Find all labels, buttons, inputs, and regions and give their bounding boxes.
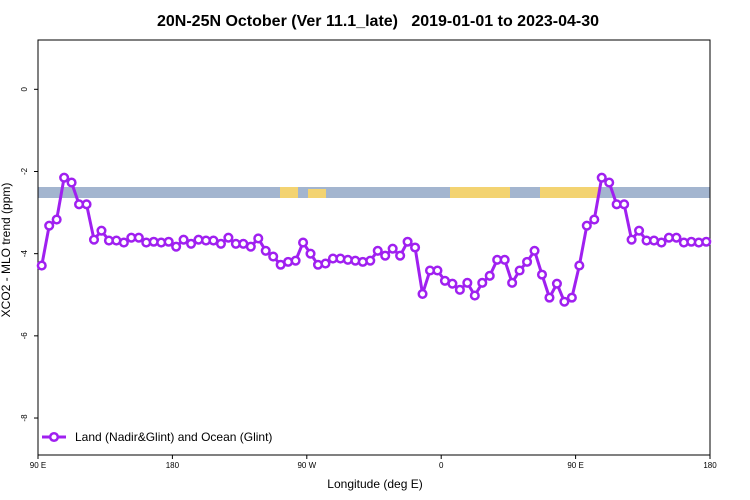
data-point (253, 233, 264, 244)
x-tick-label: 180 (166, 461, 180, 470)
data-point (462, 277, 473, 288)
y-tick-label: -6 (20, 332, 29, 340)
data-point (417, 288, 428, 299)
legend-label: Land (Nadir&Glint) and Ocean (Glint) (75, 430, 272, 444)
data-point (581, 220, 592, 231)
data-point (290, 255, 301, 266)
data-point (596, 172, 607, 183)
data-point (118, 237, 129, 248)
data-point (96, 225, 107, 236)
data-point (477, 277, 488, 288)
data-point (536, 269, 548, 280)
data-point (454, 284, 465, 295)
data-point (410, 242, 421, 253)
data-point (223, 232, 234, 243)
data-point (380, 250, 391, 261)
data-point (171, 241, 182, 252)
data-point (268, 251, 279, 262)
data-point (59, 172, 70, 183)
data-point (402, 236, 413, 247)
data-point (566, 292, 577, 303)
data-point (66, 177, 77, 188)
data-point (447, 278, 458, 289)
data-point (656, 237, 667, 248)
data-point (604, 177, 615, 188)
data-point (305, 248, 316, 259)
data-point (551, 278, 562, 289)
data-point (133, 232, 144, 243)
data-point (387, 243, 398, 254)
x-tick-label: 180 (703, 461, 717, 470)
data-point (499, 254, 510, 265)
data-point (484, 270, 495, 281)
x-tick-label: 90 W (297, 461, 316, 470)
x-axis-label: Longitude (deg E) (327, 477, 422, 491)
data-point (671, 232, 682, 243)
data-point (544, 292, 555, 303)
y-tick-label: 0 (20, 87, 29, 92)
data-point (619, 199, 630, 210)
data-point (88, 234, 100, 245)
data-point (178, 234, 189, 245)
y-tick-label: -8 (20, 414, 29, 422)
legend-marker (48, 431, 60, 443)
y-tick-label: -4 (20, 250, 29, 258)
data-point (507, 277, 518, 288)
x-tick-label: 90 E (567, 461, 583, 470)
data-point (81, 199, 92, 210)
data-point (372, 245, 383, 256)
plot-frame (37, 39, 711, 456)
data-point (186, 238, 197, 249)
map-strip (38, 187, 710, 198)
data-point (245, 241, 256, 252)
y-tick-label: -2 (20, 167, 29, 175)
data-point (514, 265, 525, 276)
x-tick-label: 90 E (30, 461, 46, 470)
data-point (522, 256, 533, 267)
data-point (395, 250, 406, 261)
data-point (559, 296, 570, 307)
data-point (574, 260, 585, 271)
data-point (432, 265, 443, 276)
data-point (215, 238, 226, 249)
y-axis-label: XCO2 - MLO trend (ppm) (0, 183, 13, 318)
data-point (701, 236, 712, 247)
data-point (298, 237, 309, 248)
data-point (163, 236, 174, 247)
data-point (260, 245, 271, 256)
data-point (36, 260, 47, 271)
data-point (51, 214, 62, 225)
data-point (320, 258, 331, 269)
data-point (365, 255, 376, 266)
data-point (589, 214, 600, 225)
data-point (44, 220, 55, 231)
data-point (529, 245, 540, 256)
data-point (634, 225, 645, 236)
chart-title: 20N-25N October (Ver 11.1_late) 2019-01-… (157, 13, 599, 30)
data-point (469, 290, 480, 301)
data-point (626, 234, 637, 245)
x-tick-label: 0 (439, 461, 444, 470)
